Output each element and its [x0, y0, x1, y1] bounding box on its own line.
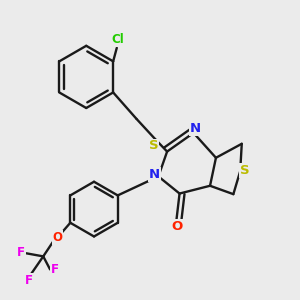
Text: O: O: [52, 231, 63, 244]
Text: S: S: [240, 164, 250, 177]
Text: Cl: Cl: [111, 33, 124, 46]
Text: S: S: [149, 140, 158, 152]
Text: O: O: [172, 220, 183, 233]
Text: F: F: [51, 263, 59, 276]
Text: F: F: [25, 274, 33, 286]
Text: F: F: [17, 245, 25, 259]
Text: N: N: [149, 168, 160, 182]
Text: N: N: [190, 122, 201, 135]
